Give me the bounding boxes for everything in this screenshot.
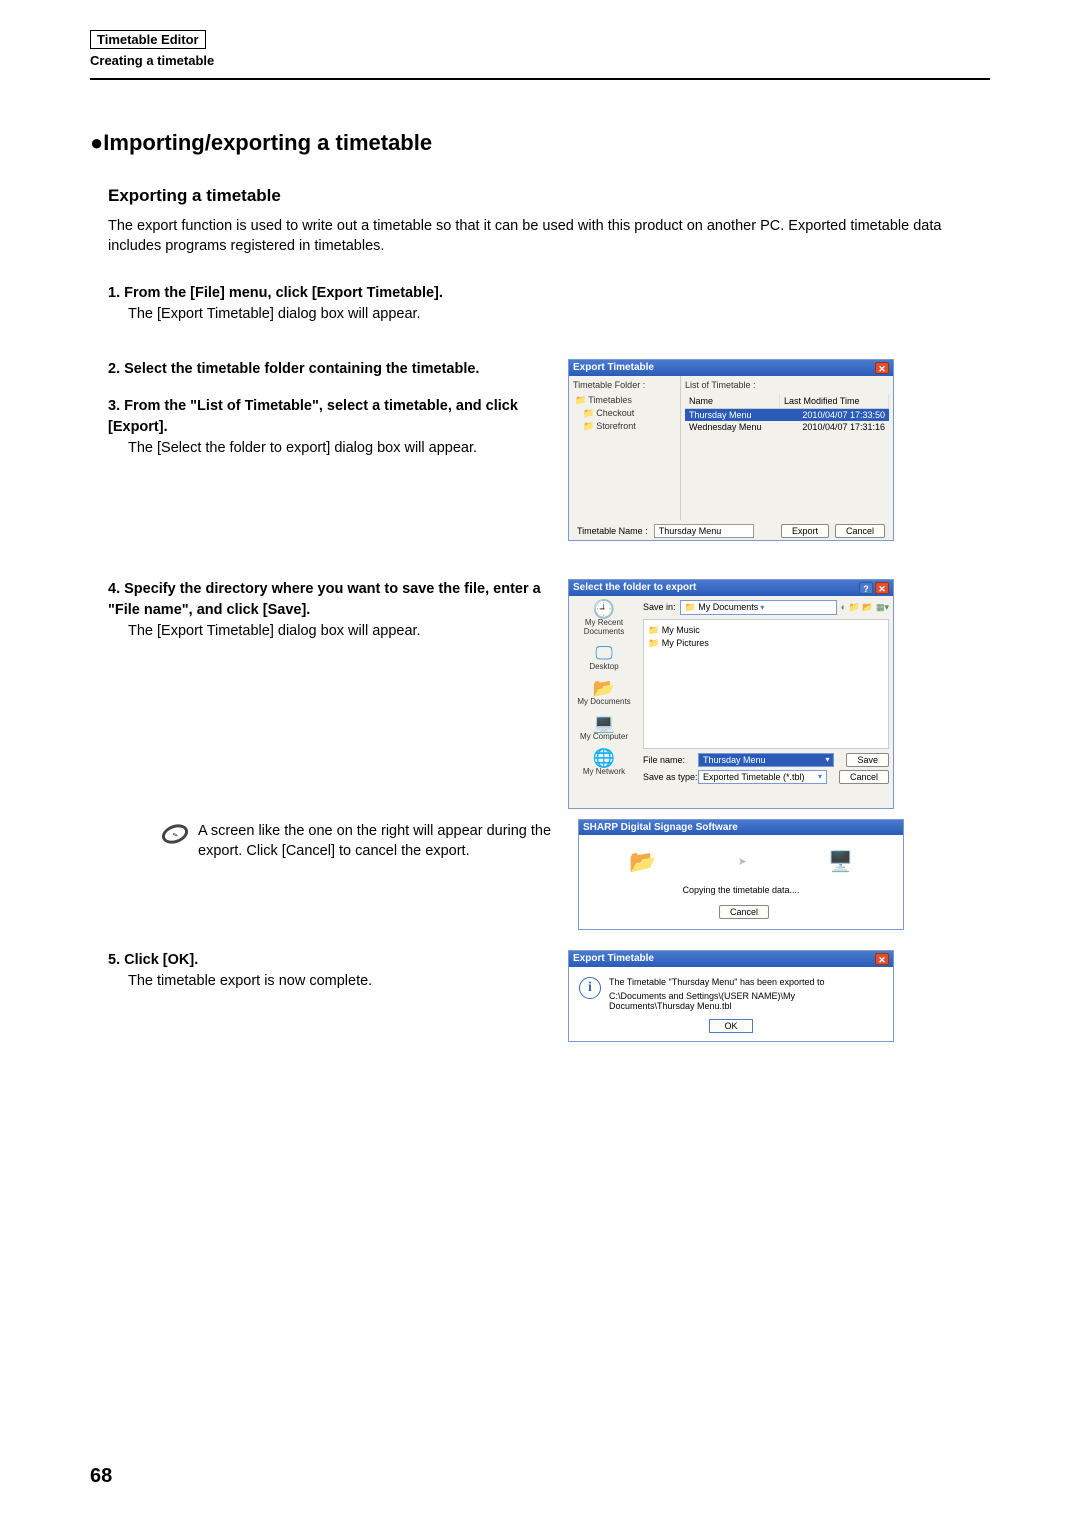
ok-button[interactable]: OK bbox=[709, 1019, 752, 1033]
filetype-field[interactable]: Exported Timetable (*.tbl)▾ bbox=[698, 770, 827, 784]
step-5-bold: 5. Click [OK]. bbox=[108, 950, 558, 971]
close-icon[interactable]: ✕ bbox=[875, 362, 889, 374]
folder-icon: 📁 bbox=[583, 421, 594, 431]
confirm-message: The Timetable "Thursday Menu" has been e… bbox=[609, 977, 883, 1011]
tree-label: Timetable Folder : bbox=[573, 380, 676, 390]
step-1-text: The [Export Timetable] dialog box will a… bbox=[108, 304, 558, 325]
step-1-bold: 1. From the [File] menu, click [Export T… bbox=[108, 283, 558, 304]
col-time[interactable]: Last Modified Time bbox=[780, 394, 889, 408]
export-timetable-dialog: Export Timetable ✕ Timetable Folder : 📁T… bbox=[568, 359, 894, 541]
dialog2-title: Select the folder to export bbox=[573, 582, 696, 593]
places-desktop[interactable]: 🖵Desktop bbox=[571, 644, 637, 671]
filename-field[interactable]: Thursday Menu▾ bbox=[698, 753, 834, 767]
file-item[interactable]: 📁 My Pictures bbox=[648, 637, 884, 650]
close-icon[interactable]: ✕ bbox=[875, 953, 889, 965]
info-icon: i bbox=[579, 977, 601, 999]
folder-icon: 📂 bbox=[571, 679, 637, 697]
recent-icon: 🕘 bbox=[571, 600, 637, 618]
step-3-bold: 3. From the "List of Timetable", select … bbox=[108, 396, 558, 438]
header-subtitle: Creating a timetable bbox=[90, 53, 990, 68]
timetable-name-field[interactable]: Thursday Menu bbox=[654, 524, 754, 538]
step-3-text: The [Select the folder to export] dialog… bbox=[108, 438, 558, 459]
network-icon: 🌐 bbox=[571, 749, 637, 767]
cancel-button[interactable]: Cancel bbox=[835, 524, 885, 538]
subsection-title: Exporting a timetable bbox=[108, 186, 990, 206]
step-4-bold: 4. Specify the directory where you want … bbox=[108, 579, 558, 621]
save-dialog: Select the folder to export ? ✕ 🕘My Rece… bbox=[568, 579, 894, 809]
save-button[interactable]: Save bbox=[846, 753, 889, 767]
help-icon[interactable]: ? bbox=[859, 582, 873, 594]
places-mycomp[interactable]: 💻My Computer bbox=[571, 714, 637, 741]
folder-icon: 📁 bbox=[575, 395, 586, 405]
list-header: Name Last Modified Time bbox=[685, 394, 889, 409]
arrow-icon: ➤ bbox=[738, 855, 747, 868]
file-list[interactable]: 📁 My Music 📁 My Pictures bbox=[643, 619, 889, 749]
header-rule bbox=[90, 78, 990, 80]
progress-message: Copying the timetable data.... bbox=[589, 885, 893, 895]
list-row-selected[interactable]: Thursday Menu 2010/04/07 17:33:50 bbox=[685, 409, 889, 421]
folder-icon: 📂 bbox=[629, 849, 656, 875]
section-intro: The export function is used to write out… bbox=[108, 216, 990, 257]
filename-label: File name: bbox=[643, 755, 698, 765]
computer-icon: 💻 bbox=[571, 714, 637, 732]
save-in-field[interactable]: 📁 My Documents▾ bbox=[680, 600, 837, 615]
desktop-icon: 🖵 bbox=[571, 644, 637, 662]
progress-dialog: SHARP Digital Signage Software 📂 ➤ 🖥️ Co… bbox=[578, 819, 904, 930]
filetype-label: Save as type: bbox=[643, 772, 698, 782]
list-label: List of Timetable : bbox=[685, 380, 889, 390]
dialog3-title: SHARP Digital Signage Software bbox=[583, 822, 738, 833]
step-1: 1. From the [File] menu, click [Export T… bbox=[108, 283, 558, 325]
folder-icon: 📁 bbox=[583, 408, 594, 418]
cancel-button[interactable]: Cancel bbox=[719, 905, 769, 919]
col-name[interactable]: Name bbox=[685, 394, 780, 408]
section-title: ●Importing/exporting a timetable bbox=[90, 130, 990, 156]
close-icon[interactable]: ✕ bbox=[875, 582, 889, 594]
step-4-text: The [Export Timetable] dialog box will a… bbox=[108, 621, 558, 642]
list-row[interactable]: Wednesday Menu 2010/04/07 17:31:16 bbox=[685, 421, 889, 433]
step-5-text: The timetable export is now complete. bbox=[108, 971, 558, 992]
dialog1-title: Export Timetable bbox=[573, 362, 654, 373]
confirm-dialog: Export Timetable ✕ i The Timetable "Thur… bbox=[568, 950, 894, 1042]
page-number: 68 bbox=[90, 1465, 112, 1488]
display-icon: 🖥️ bbox=[828, 849, 853, 874]
save-in-label: Save in: bbox=[643, 602, 676, 612]
toolbar-icons[interactable]: ◐ 📁 📂 ▦▾ bbox=[841, 602, 889, 613]
file-item[interactable]: 📁 My Music bbox=[648, 624, 884, 637]
tree-root[interactable]: 📁Timetables bbox=[573, 394, 676, 407]
step-2-bold: 2. Select the timetable folder containin… bbox=[108, 359, 558, 380]
cancel-button[interactable]: Cancel bbox=[839, 770, 889, 784]
places-mydocs[interactable]: 📂My Documents bbox=[571, 679, 637, 706]
header-title: Timetable Editor bbox=[90, 30, 206, 49]
places-recent[interactable]: 🕘My Recent Documents bbox=[571, 600, 637, 636]
places-bar: 🕘My Recent Documents 🖵Desktop 📂My Docume… bbox=[569, 596, 639, 808]
tree-item-checkout[interactable]: 📁Checkout bbox=[573, 407, 676, 420]
note-icon: ✎ bbox=[160, 819, 190, 849]
export-button[interactable]: Export bbox=[781, 524, 829, 538]
tree-item-storefront[interactable]: 📁Storefront bbox=[573, 420, 676, 433]
timetable-name-label: Timetable Name : bbox=[577, 526, 648, 536]
dialog4-title: Export Timetable bbox=[573, 953, 654, 964]
places-mynet[interactable]: 🌐My Network bbox=[571, 749, 637, 776]
note-text: A screen like the one on the right will … bbox=[198, 819, 553, 862]
